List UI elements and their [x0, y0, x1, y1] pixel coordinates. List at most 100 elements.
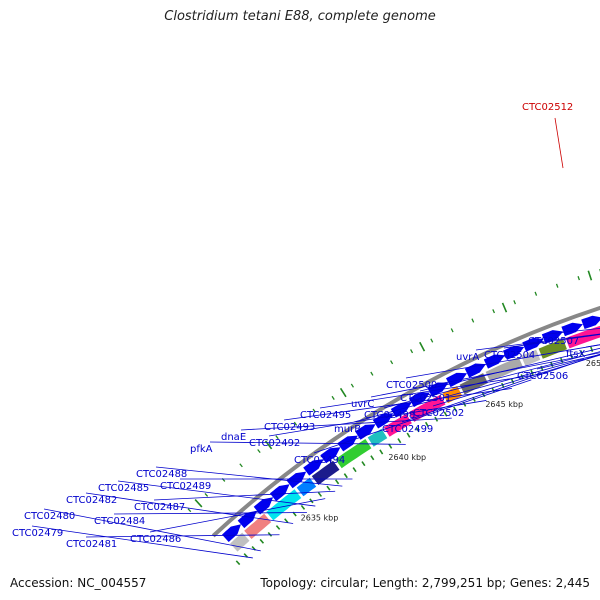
- outer-tick: [419, 341, 426, 352]
- gene-label: CTC02498: [364, 410, 415, 421]
- gene-label: CTC02481: [66, 539, 117, 550]
- gene-label: CTC02492: [249, 438, 300, 449]
- outer-dot: [492, 309, 496, 314]
- gene-label: CTC02480: [24, 511, 75, 522]
- highlight-gene-label: CTC02512: [522, 102, 573, 113]
- inner-tick: [397, 438, 402, 444]
- outer-dot: [390, 360, 394, 365]
- gene-label: dnaE: [221, 432, 246, 443]
- outer-dot: [370, 371, 374, 376]
- gene-label: CTC02488: [136, 469, 187, 480]
- inner-tick: [267, 531, 273, 537]
- inner-tick: [361, 461, 366, 467]
- gene-label: CTC02482: [66, 495, 117, 506]
- gene-label: CTC02506: [517, 371, 568, 382]
- label-leader: [155, 466, 343, 487]
- forward-gene-arrow: [522, 337, 544, 352]
- inner-tick: [388, 443, 393, 449]
- label-leader: [370, 352, 600, 398]
- inner-tick: [510, 378, 515, 384]
- forward-gene-arrow: [303, 459, 324, 476]
- label-leader: [353, 358, 584, 423]
- outer-dot: [331, 395, 335, 400]
- inner-tick: [590, 346, 594, 352]
- gene-label: CTC02487: [134, 502, 185, 513]
- label-leader: [319, 372, 548, 409]
- kbp-tick-label: 2645 kbp: [485, 400, 523, 409]
- inner-tick: [326, 485, 331, 491]
- feature-block: [442, 386, 463, 404]
- outer-dot: [350, 383, 354, 388]
- inner-tick: [259, 538, 265, 544]
- feature-block: [485, 357, 523, 382]
- outer-dot: [513, 300, 516, 305]
- forward-gene-arrow: [355, 424, 376, 440]
- forward-gene-arrow: [502, 345, 525, 360]
- label-leader: [240, 417, 452, 431]
- gene-label: CTC02485: [98, 483, 149, 494]
- label-leader: [85, 534, 280, 538]
- inner-tick: [235, 560, 241, 566]
- inner-tick: [370, 455, 375, 461]
- gene-label: CTC02493: [264, 422, 315, 433]
- forward-gene-arrow: [286, 471, 307, 489]
- forward-gene-arrow: [222, 524, 241, 542]
- label-leader: [547, 327, 600, 335]
- inner-tick: [300, 504, 306, 510]
- feature-block: [383, 413, 412, 437]
- inner-tick: [275, 525, 281, 530]
- gene-label: CTC02486: [130, 534, 181, 545]
- feature-block: [459, 373, 488, 395]
- label-leader: [503, 334, 600, 349]
- forward-gene-arrow: [541, 330, 564, 344]
- label-leader: [268, 400, 487, 437]
- label-leader: [383, 351, 600, 409]
- outer-tick: [501, 302, 508, 313]
- outer-dot: [430, 338, 434, 343]
- feature-block: [296, 477, 317, 497]
- outer-tick: [194, 499, 203, 508]
- forward-gene-arrow: [581, 315, 600, 329]
- gene-label: uvrA: [456, 352, 479, 363]
- gene-label: murB: [334, 424, 361, 435]
- inner-tick: [443, 411, 448, 417]
- inner-tick: [453, 406, 457, 412]
- highlight-leader: [554, 117, 564, 169]
- outer-dot: [471, 318, 475, 323]
- gene-label: CTC02489: [160, 481, 211, 492]
- outer-dot: [312, 408, 316, 413]
- feature-block: [367, 428, 388, 447]
- forward-gene-arrow: [237, 510, 257, 529]
- outer-dot: [577, 276, 580, 281]
- inner-tick: [530, 369, 534, 376]
- gene-label: CTC02502: [413, 408, 464, 419]
- inner-tick: [352, 467, 357, 473]
- inner-tick: [343, 473, 348, 479]
- outer-tick: [587, 270, 593, 281]
- outer-dot: [187, 508, 192, 513]
- outer-dot: [450, 328, 454, 333]
- gene-label: CTC02494: [294, 455, 345, 466]
- label-leader: [113, 512, 307, 515]
- outer-tick: [339, 387, 347, 398]
- feature-block: [230, 532, 250, 552]
- inner-tick: [284, 518, 289, 524]
- label-leader: [432, 354, 600, 407]
- forward-gene-arrow: [390, 402, 412, 418]
- kbp-tick-label: 2635 kbp: [301, 514, 339, 523]
- gene-label: CTC02484: [94, 516, 145, 527]
- genome-backbone: [211, 305, 600, 538]
- outer-tick: [264, 440, 273, 450]
- gene-label: CTC02507: [528, 336, 579, 347]
- gene-label: CTC02479: [12, 528, 63, 539]
- forward-gene-arrow: [409, 392, 430, 408]
- forward-gene-arrow: [269, 484, 290, 502]
- feature-block: [335, 439, 372, 469]
- forward-gene-arrow: [320, 447, 341, 464]
- gene-label: pfkA: [190, 444, 213, 455]
- gene-label: CTC02499: [382, 424, 433, 435]
- label-leader: [43, 508, 261, 552]
- feature-block: [521, 349, 541, 366]
- outer-dot: [204, 492, 209, 497]
